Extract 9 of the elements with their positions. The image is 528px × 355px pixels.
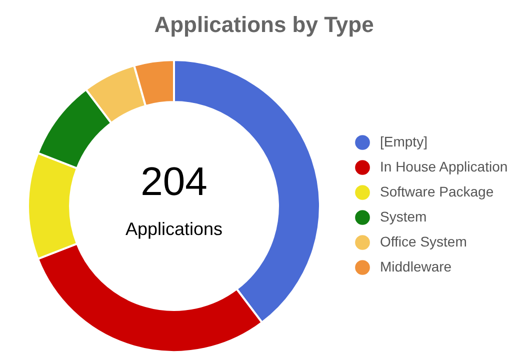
legend-label: System [380,208,427,224]
legend-label: [Empty] [380,134,428,150]
legend-label: Office System [380,234,467,250]
legend-label: In House Application [380,158,508,174]
text: 204 [140,160,208,204]
text: Applications [125,219,223,239]
chart-title: Applications by Type [154,12,374,37]
legend-label: Software Package [380,184,494,200]
legend-label: Middleware [380,258,452,274]
